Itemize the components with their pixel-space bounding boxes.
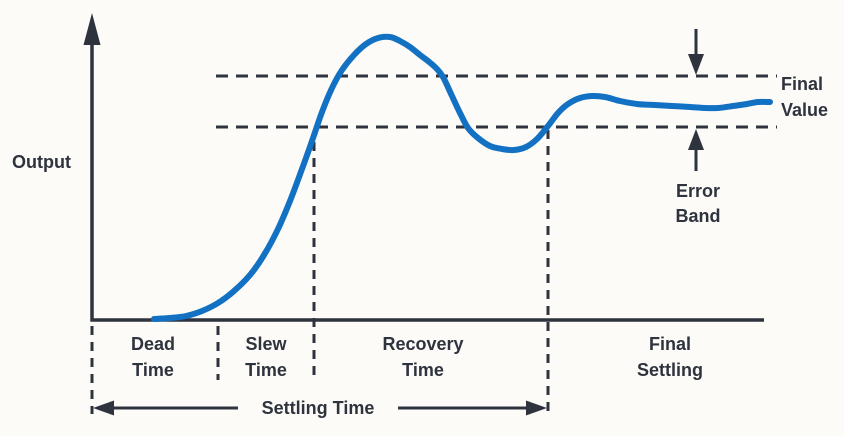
region-label-slew-time: Slew Time: [245, 334, 287, 380]
settling-arrow-right-head: [526, 400, 547, 416]
final-value-arrow-head: [688, 54, 704, 75]
response-curve: [151, 33, 773, 322]
settling-time-label: Settling Time: [261, 398, 375, 418]
final-value-label: Final Value: [781, 74, 829, 120]
settling-arrow-left-head: [93, 400, 114, 416]
region-label-final-settling: Final Settling: [637, 334, 703, 380]
error-band-arrow-head: [688, 129, 704, 150]
y-axis-label: Output: [12, 152, 71, 172]
y-axis-arrowhead: [83, 13, 101, 45]
region-label-dead-time: Dead Time: [130, 334, 175, 380]
region-label-recovery-time: Recovery Time: [382, 334, 464, 380]
error-band-label: Error Band: [675, 181, 721, 226]
